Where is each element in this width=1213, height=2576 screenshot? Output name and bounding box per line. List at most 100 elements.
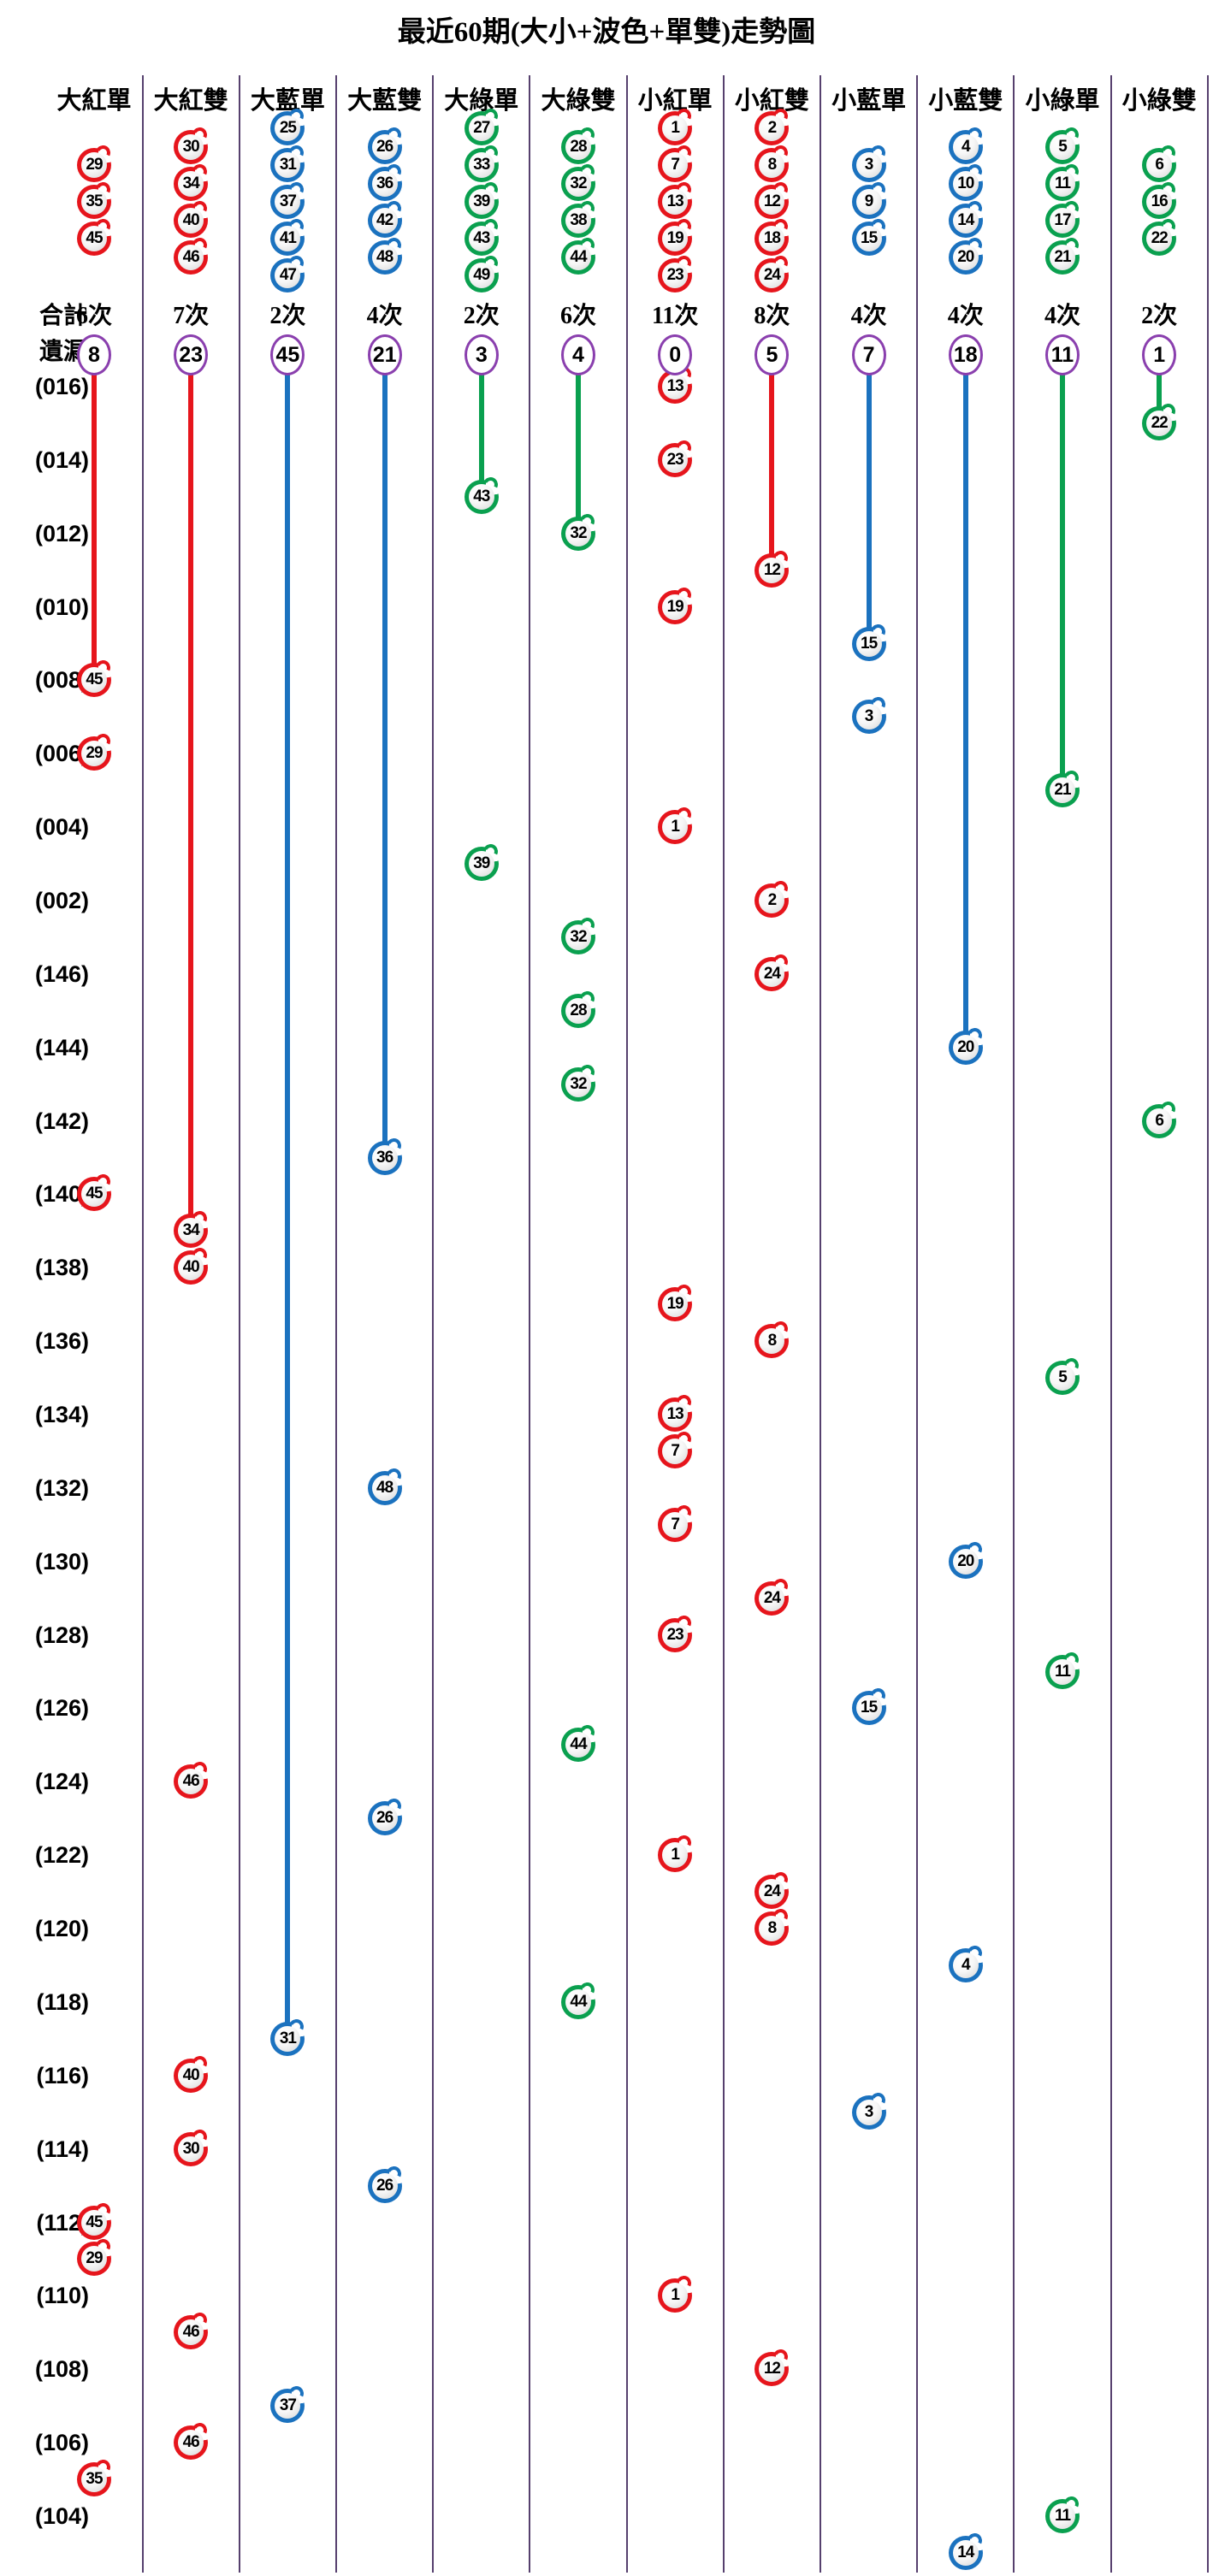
column-header: 小綠單: [1025, 87, 1100, 115]
ball-number: 24: [763, 964, 781, 983]
miss-count-circle: 45: [270, 334, 305, 375]
column-divider: [529, 75, 531, 2573]
ball-face: [178, 244, 204, 270]
drawn-ball: 11: [1045, 1654, 1080, 1689]
ball-number: 28: [570, 137, 587, 156]
ball-number: 35: [86, 2470, 103, 2488]
total-count: 2次: [463, 303, 500, 329]
ball-number: 31: [279, 2029, 297, 2047]
ball-face: [275, 2393, 301, 2419]
ball-face: [1050, 207, 1075, 233]
ball-face: [1146, 410, 1173, 436]
ball-number: 42: [376, 210, 393, 229]
ball-number: 45: [86, 2213, 103, 2231]
category-ball: 26: [367, 129, 402, 164]
ball-face: [662, 189, 689, 215]
category-ball: 44: [561, 239, 595, 275]
category-ball: 46: [174, 239, 209, 275]
ball-face: [371, 207, 398, 233]
period-label: (126): [34, 1695, 89, 1722]
ball-number: 3: [864, 2102, 874, 2121]
ball-face: [565, 207, 591, 233]
drawn-ball: 28: [561, 993, 595, 1028]
drawn-ball: 11: [1045, 2498, 1080, 2533]
ball-number: 8: [767, 156, 778, 174]
ball-number: 40: [182, 210, 200, 229]
period-label: (002): [34, 888, 89, 914]
drawn-ball: 46: [174, 2315, 209, 2350]
category-ball: 15: [851, 222, 886, 256]
ball-face: [468, 189, 494, 215]
drawn-ball: 46: [174, 1764, 209, 1799]
ball-face: [662, 1842, 689, 1869]
drawn-ball: 1: [658, 810, 693, 845]
ball-face: [759, 263, 785, 288]
ball-number: 13: [666, 192, 684, 210]
ball-number: 36: [376, 174, 393, 192]
ball-number: 30: [182, 2139, 200, 2158]
category-ball: 25: [270, 111, 305, 145]
drawn-ball: 31: [270, 2021, 305, 2056]
miss-count-circle: 11: [1045, 334, 1080, 375]
drawn-ball: 13: [658, 1397, 693, 1433]
miss-trend-line: [382, 371, 388, 1158]
ball-face: [1146, 152, 1173, 178]
column-header: 大藍單: [250, 87, 325, 115]
ball-number: 5: [1058, 137, 1068, 156]
period-label: (006): [34, 741, 89, 767]
period-label: (004): [34, 814, 89, 841]
category-ball: 8: [754, 148, 790, 182]
ball-number: 10: [957, 174, 974, 192]
column-divider: [141, 75, 144, 2573]
ball-number: 39: [473, 192, 490, 210]
category-ball: 24: [754, 258, 790, 292]
miss-trend-line: [866, 371, 872, 644]
total-count: 4次: [366, 303, 403, 329]
drawn-ball: 32: [561, 1066, 595, 1102]
ball-number: 1: [671, 119, 680, 137]
ball-face: [952, 133, 979, 160]
ball-number: 18: [763, 229, 781, 247]
ball-face: [468, 226, 494, 251]
ball-number: 14: [957, 2543, 974, 2561]
ball-face: [855, 630, 882, 657]
category-ball: 48: [367, 239, 402, 275]
period-label: (016): [34, 374, 89, 399]
ball-number: 19: [666, 597, 684, 616]
ball-number: 1: [671, 2286, 680, 2305]
ball-face: [759, 557, 785, 583]
ball-number: 22: [1151, 413, 1169, 432]
miss-trend-line: [576, 371, 581, 534]
ball-face: [1146, 189, 1173, 215]
ball-number: 20: [957, 1551, 974, 1570]
ball-face: [662, 1438, 689, 1464]
ball-face: [468, 115, 494, 141]
category-ball: 43: [464, 222, 499, 256]
ball-face: [952, 244, 979, 270]
ball-number: 23: [666, 450, 684, 469]
drawn-ball: 19: [658, 1287, 693, 1322]
ball-number: 4: [962, 137, 971, 156]
miss-count-circle: 23: [174, 334, 209, 375]
category-ball: 9: [851, 185, 886, 219]
ball-face: [662, 374, 689, 399]
category-ball: 17: [1045, 203, 1080, 238]
column-header: 大紅雙: [153, 87, 228, 115]
ball-face: [565, 997, 591, 1024]
ball-face: [759, 1879, 785, 1905]
ball-face: [759, 152, 785, 178]
column-header: 小藍單: [831, 87, 907, 115]
category-ball: 11: [1045, 166, 1080, 201]
ball-number: 44: [570, 247, 587, 266]
category-ball: 6: [1142, 148, 1177, 182]
ball-face: [662, 446, 689, 473]
ball-face: [855, 189, 882, 215]
ball-number: 8: [767, 1332, 778, 1350]
total-count: 6次: [75, 303, 112, 329]
drawn-ball: 15: [851, 626, 886, 661]
ball-face: [371, 170, 398, 197]
ball-face: [855, 152, 882, 178]
category-ball: 18: [754, 222, 790, 256]
ball-number: 32: [570, 927, 587, 946]
period-label: (138): [34, 1255, 89, 1281]
